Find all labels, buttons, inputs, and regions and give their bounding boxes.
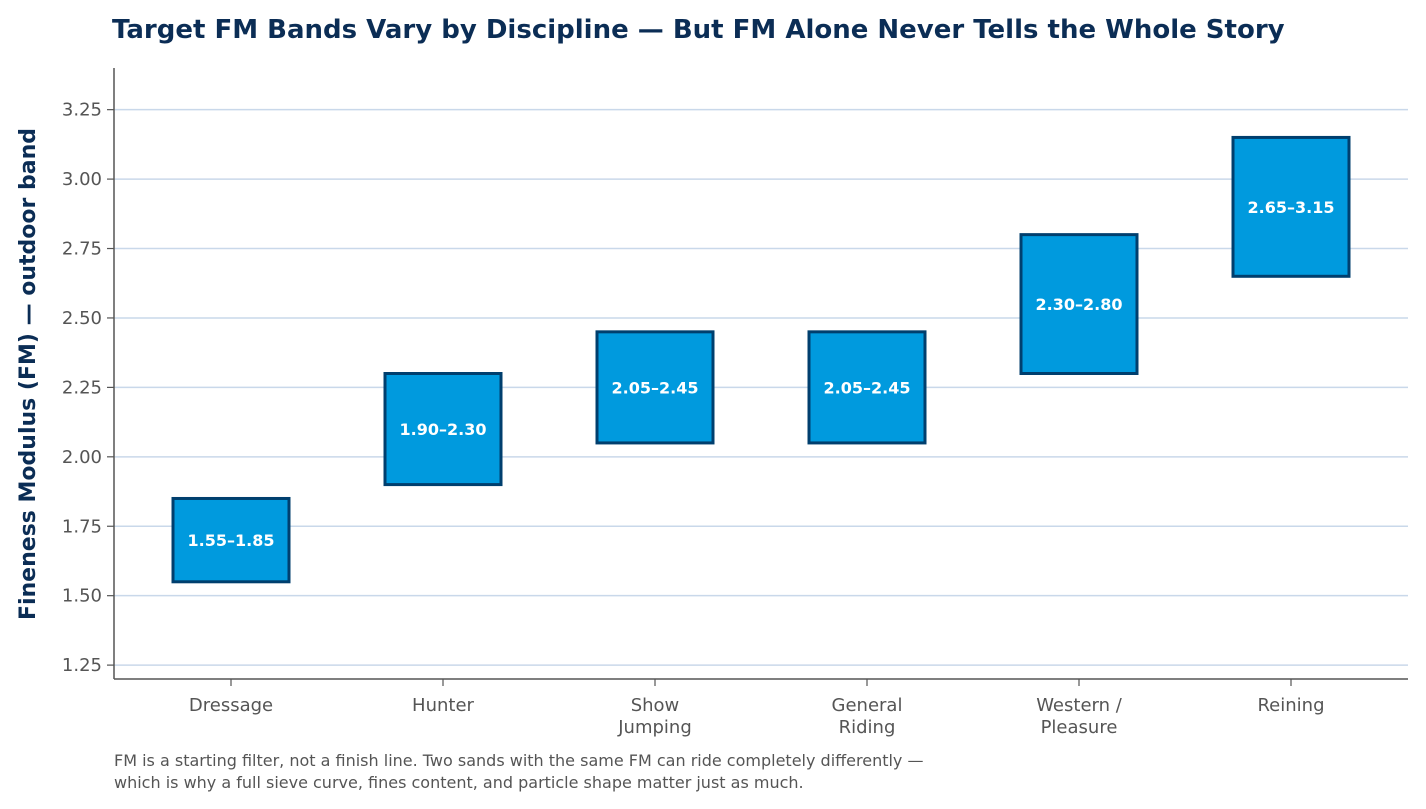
- range-bar: [1019, 233, 1139, 375]
- y-tick-label: 1.25: [62, 655, 102, 676]
- x-tick-label: Reining: [1257, 695, 1324, 716]
- y-tick-label: 2.00: [62, 447, 102, 468]
- bar-data-label: 2.05–2.45: [824, 378, 911, 397]
- y-tick-label: 1.75: [62, 516, 102, 537]
- range-bars: 1.55–1.85 1.90–2.30 2.05–2.45 2.05–2.45 2.30…: [171, 135, 1351, 584]
- y-tick-label: 2.75: [62, 239, 102, 260]
- bar-data-label: 2.05–2.45: [612, 378, 699, 397]
- x-tick-label: Western / Pleasure: [1036, 695, 1123, 738]
- x-tick-label: General Riding: [832, 695, 903, 738]
- range-bar: [807, 330, 927, 445]
- range-bar: [1231, 135, 1351, 278]
- range-bar: [595, 330, 715, 445]
- y-tick-label: 3.00: [62, 169, 102, 190]
- y-tick-label: 2.50: [62, 308, 102, 329]
- grid-lines: [114, 108, 1408, 666]
- y-tick-label: 2.25: [62, 377, 102, 398]
- footnote-line-2: which is why a full sieve curve, fines c…: [114, 773, 804, 792]
- x-axis-ticks: Dressage Hunter Show Jumping General Riding We…: [189, 679, 1325, 738]
- bar-data-label: 1.55–1.85: [188, 531, 275, 550]
- chart-title: Target FM Bands Vary by Discipline — But…: [112, 15, 1285, 45]
- x-tick-label: Dressage: [189, 695, 273, 716]
- footnote-line-1: FM is a starting filter, not a finish li…: [114, 751, 924, 770]
- y-tick-label: 3.25: [62, 100, 102, 121]
- x-tick-label: Show Jumping: [617, 695, 692, 738]
- bar-data-label: 1.90–2.30: [400, 420, 487, 439]
- bar-data-label: 2.30–2.80: [1036, 295, 1123, 314]
- bar-data-label: 2.65–3.15: [1248, 198, 1335, 217]
- range-bar: [383, 372, 503, 487]
- y-axis-label: Fineness Modulus (FM) — outdoor band: [16, 128, 41, 620]
- range-bar: [171, 496, 291, 584]
- footnote: FM is a starting filter, not a finish li…: [114, 750, 1114, 794]
- x-tick-label: Hunter: [412, 695, 474, 716]
- y-axis-ticks: 1.25 1.50 1.75 2.00 2.25 2.50 2.75 3.00 3.25: [62, 100, 114, 676]
- y-tick-label: 1.50: [62, 586, 102, 607]
- axes: [113, 68, 1408, 680]
